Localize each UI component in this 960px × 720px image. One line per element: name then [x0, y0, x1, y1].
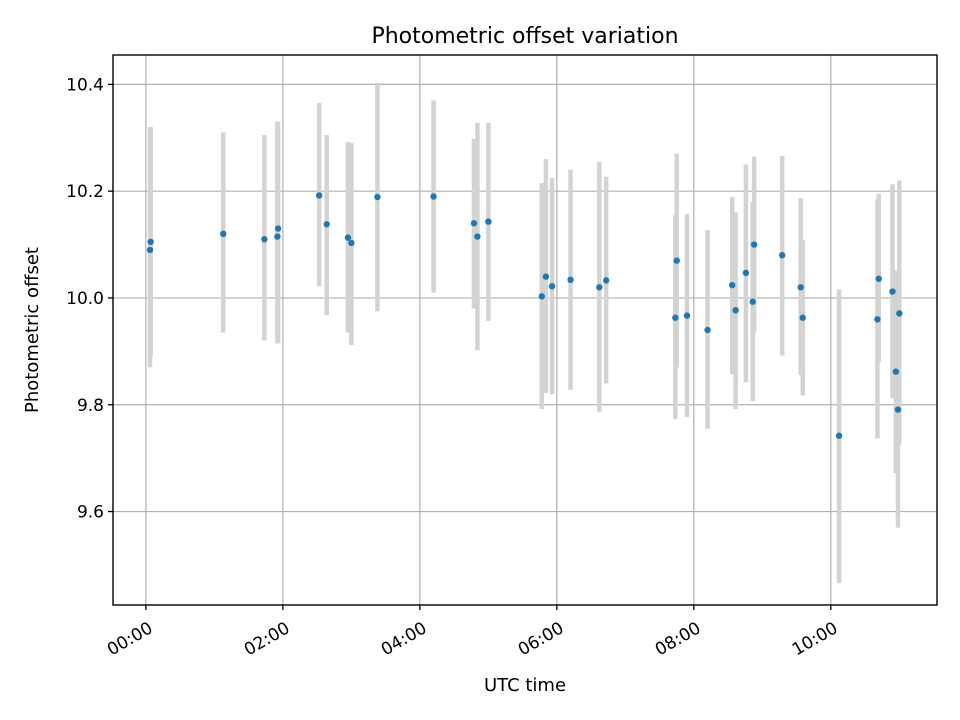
data-point: [274, 225, 282, 232]
data-point: [896, 310, 903, 317]
data-point: [474, 233, 481, 240]
data-point: [147, 238, 154, 246]
data-point: [889, 288, 896, 295]
data-point: [750, 241, 758, 248]
data-point: [374, 193, 381, 201]
y-tick-label: 9.6: [77, 503, 104, 523]
data-point: [323, 221, 330, 228]
data-point: [430, 193, 437, 200]
data-point: [835, 432, 843, 439]
data-point: [348, 239, 355, 247]
data-point: [779, 252, 786, 259]
data-points: [146, 192, 903, 439]
gridlines: [113, 55, 937, 605]
data-point: [538, 293, 545, 300]
data-point: [567, 276, 574, 284]
data-point: [220, 230, 227, 238]
data-point: [683, 312, 691, 319]
data-point: [704, 326, 711, 334]
data-point: [602, 277, 610, 284]
data-point: [799, 314, 806, 321]
data-point: [548, 283, 556, 290]
plot-frame: [112, 54, 938, 606]
data-point: [892, 368, 900, 375]
data-point: [673, 257, 680, 264]
y-axis-label: Photometric offset: [22, 247, 43, 413]
data-point: [874, 316, 881, 323]
y-tick-label: 10.4: [66, 75, 104, 95]
y-tick-label: 10.0: [66, 289, 104, 309]
data-point: [797, 284, 804, 291]
y-tick-label: 9.8: [77, 396, 104, 416]
data-point: [146, 246, 154, 254]
data-point: [542, 273, 550, 280]
data-point: [732, 307, 739, 314]
data-point: [596, 284, 603, 291]
data-point: [315, 192, 323, 199]
data-point: [274, 233, 281, 240]
x-axis-label: UTC time: [484, 675, 566, 696]
data-point: [749, 298, 756, 305]
data-point: [728, 281, 736, 289]
data-point: [485, 218, 492, 225]
data-point: [875, 275, 882, 282]
y-tick-label: 10.2: [66, 182, 104, 202]
data-point: [894, 406, 902, 413]
data-point: [742, 269, 750, 277]
data-point: [261, 236, 268, 243]
chart-title: Photometric offset variation: [371, 24, 678, 49]
data-point: [672, 314, 679, 321]
data-point: [470, 220, 478, 227]
data-point: [344, 234, 352, 241]
